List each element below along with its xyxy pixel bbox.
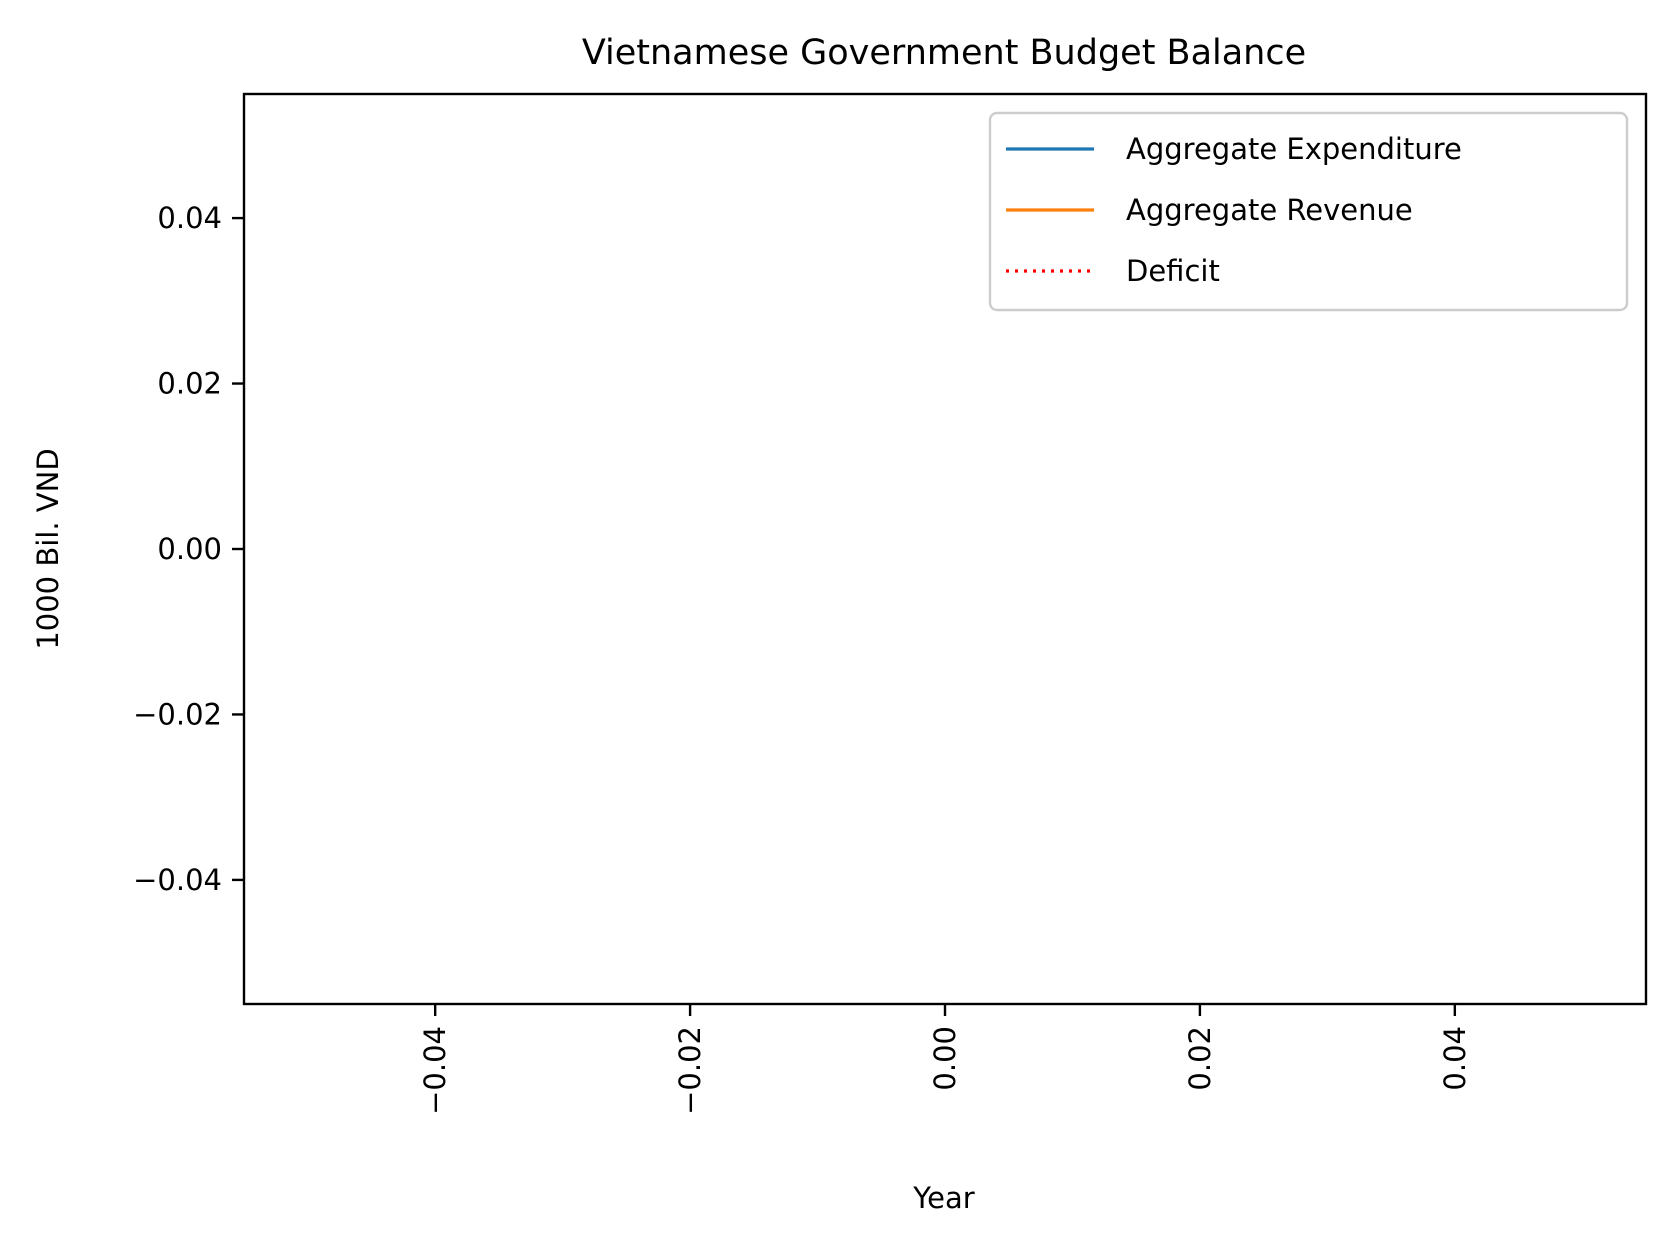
x-tick-label: 0.02: [1183, 1026, 1217, 1091]
legend-label: Aggregate Revenue: [1126, 193, 1413, 227]
y-tick-label: 0.02: [157, 367, 222, 401]
y-tick-label: −0.04: [133, 863, 222, 897]
y-tick-label: −0.02: [133, 697, 222, 731]
legend-label: Deficit: [1126, 254, 1220, 288]
x-tick-label: −0.02: [673, 1026, 707, 1115]
x-axis: −0.04 −0.02 0.00 0.02 0.04: [418, 1004, 1472, 1115]
y-tick-label: 0.00: [157, 532, 222, 566]
legend: Aggregate Expenditure Aggregate Revenue De…: [988, 111, 1629, 312]
x-tick-label: 0.04: [1438, 1026, 1472, 1091]
y-tick-label: 0.04: [157, 201, 222, 235]
legend-frame: [988, 111, 1629, 312]
x-tick-label: 0.00: [928, 1026, 962, 1091]
x-axis-label: Year: [912, 1181, 974, 1215]
legend-entries: Aggregate Expenditure Aggregate Revenue De…: [1006, 132, 1462, 288]
y-axis-label: 1000 Bil. VND: [31, 448, 65, 649]
x-tick-label: −0.04: [418, 1026, 452, 1115]
legend-label: Aggregate Expenditure: [1126, 132, 1462, 166]
y-axis: −0.04 −0.02 0.00 0.02 0.04: [133, 201, 244, 897]
chart-title: Vietnamese Government Budget Balance: [582, 33, 1306, 73]
